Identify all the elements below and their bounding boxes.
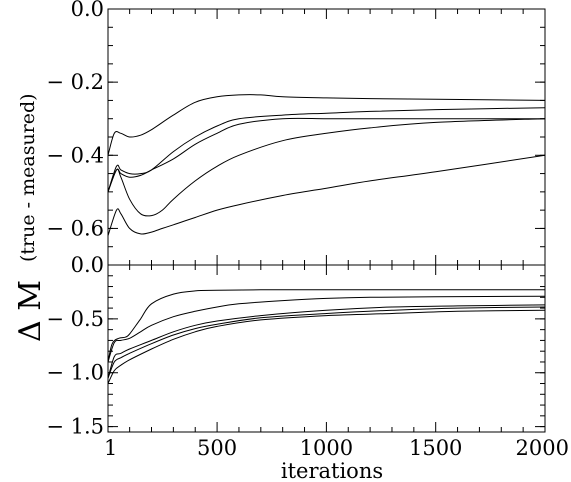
top-series-line-5 (107, 154, 546, 236)
y-tick-label: 0.0 (71, 253, 104, 277)
bottom-panel: 0.0− 0.5− 1.0− 1.5 1 500 1000 1500 2000 (46, 253, 569, 460)
x-axis-label: iterations (281, 459, 383, 482)
top-series-line-1 (107, 94, 546, 156)
y-tick-label: − 1.5 (46, 415, 104, 439)
bottom-series-line-5 (107, 309, 546, 384)
y-tick-label: − 1.0 (46, 361, 104, 385)
bottom-ticks (107, 264, 546, 432)
top-panel: 0.0 − 0.2 − 0.4 − 0.6 (46, 0, 546, 266)
x-tick-label: 1000 (300, 436, 353, 460)
bottom-series-line-2 (107, 295, 546, 363)
y-tick-label: 0.0 (71, 0, 104, 21)
x-tick-label: 1500 (409, 436, 462, 460)
top-panel-frame (107, 8, 546, 266)
y-axis-label-main: Δ M (13, 280, 48, 342)
bottom-series-line-3 (107, 304, 546, 379)
top-ticks (107, 8, 546, 266)
bottom-series-line-1 (107, 289, 545, 363)
y-axis-label: Δ M (true - measured) (13, 93, 48, 342)
y-tick-label: − 0.6 (46, 216, 104, 240)
top-series-line-3 (107, 117, 545, 193)
x-tick-label: 1 (104, 436, 117, 460)
x-tick-label: 2000 (516, 436, 569, 460)
x-tick-labels: 1 500 1000 1500 2000 (104, 436, 569, 460)
top-y-tick-labels: 0.0 − 0.2 − 0.4 − 0.6 (46, 0, 104, 240)
bottom-series (107, 289, 546, 384)
bottom-series-line-4 (107, 306, 546, 379)
bottom-y-tick-labels: 0.0 − 0.5 − 1.0 − 1.5 (46, 253, 104, 439)
y-tick-label: − 0.5 (46, 307, 104, 331)
top-series-line-4 (107, 118, 546, 217)
y-tick-label: − 0.2 (46, 70, 104, 94)
x-tick-label: 500 (197, 436, 237, 460)
top-series (107, 94, 546, 236)
top-series-line-2 (107, 107, 546, 193)
y-axis-label-sub: (true - measured) (17, 93, 39, 262)
y-tick-label: − 0.4 (46, 143, 104, 167)
